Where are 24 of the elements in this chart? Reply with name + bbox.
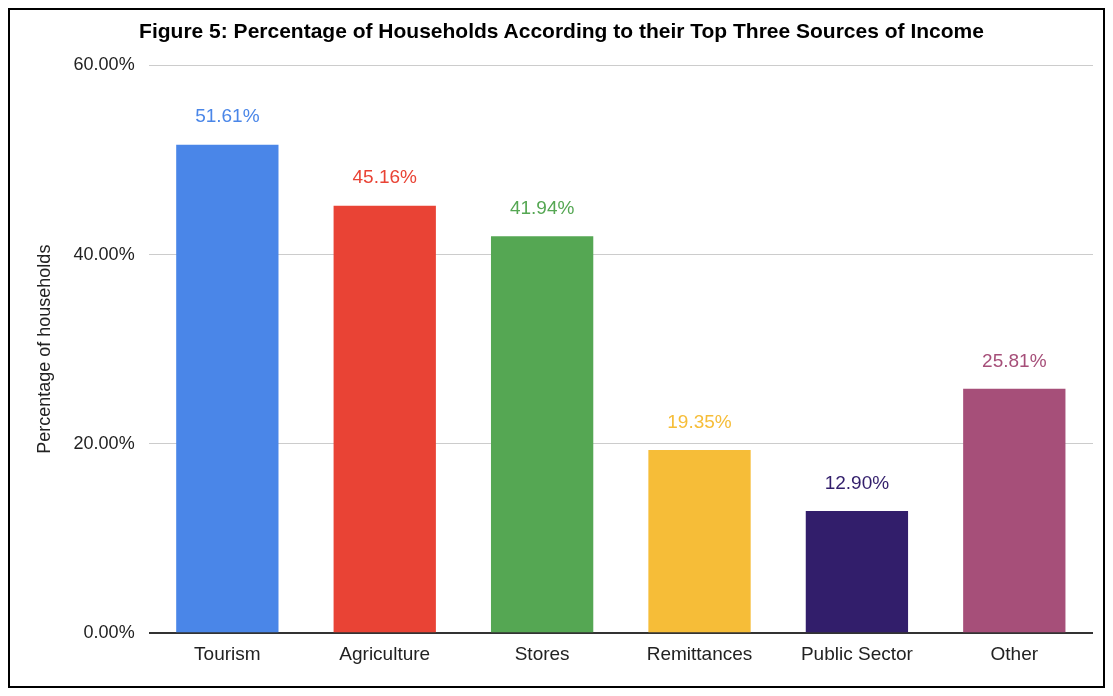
y-axis-title: Percentage of households: [33, 244, 54, 454]
bar: [176, 144, 279, 633]
x-tick-label: Other: [990, 642, 1039, 664]
x-tick-label: Public Sector: [800, 642, 914, 664]
data-label: 12.90%: [824, 471, 890, 493]
x-tick-label: Stores: [514, 642, 570, 664]
data-label: 51.61%: [195, 105, 260, 127]
data-label: 25.81%: [982, 349, 1047, 371]
bar: [490, 236, 594, 633]
x-tick-label: Agriculture: [339, 642, 431, 664]
bar: [805, 511, 909, 633]
y-tick-label: 20.00%: [73, 432, 135, 453]
data-label: 19.35%: [667, 410, 732, 432]
data-label: 45.16%: [352, 166, 418, 188]
data-label: 41.94%: [509, 196, 575, 218]
y-tick-label: 40.00%: [73, 243, 135, 264]
x-tick-label: Remittances: [646, 642, 753, 664]
x-tick-label: Tourism: [194, 642, 261, 664]
y-tick-label: 60.00%: [73, 54, 135, 75]
bar: [333, 205, 436, 633]
chart-title: Figure 5: Percentage of Households According to their Top Three Sources of Income: [139, 19, 984, 43]
bar: [648, 450, 751, 633]
y-tick-label: 0.00%: [83, 622, 135, 643]
bar: [963, 388, 1066, 633]
